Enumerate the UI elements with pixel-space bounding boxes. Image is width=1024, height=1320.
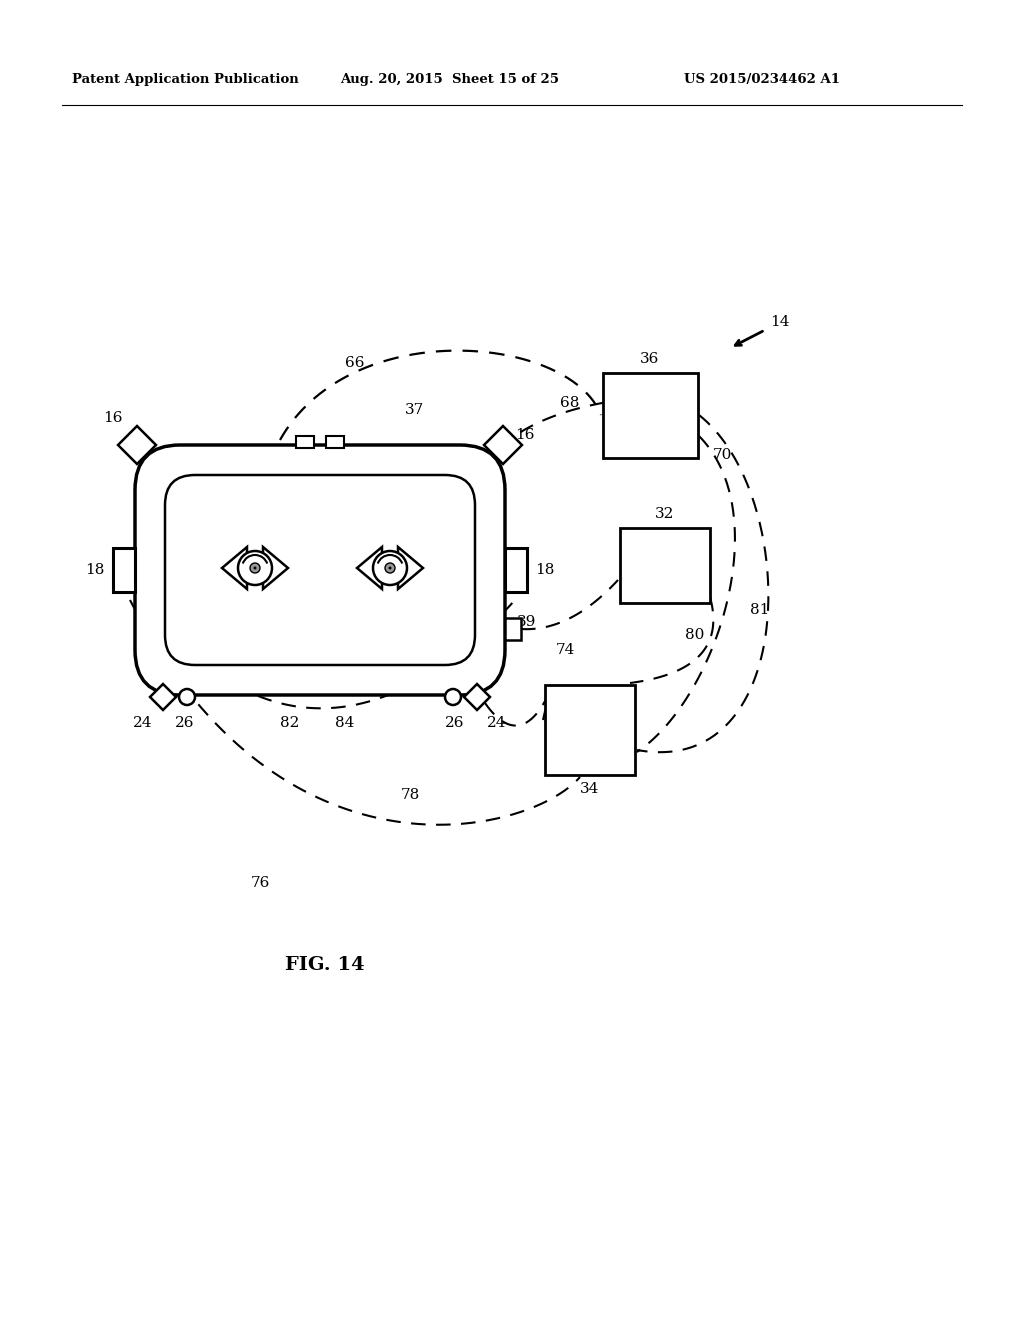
Circle shape bbox=[385, 564, 395, 573]
Circle shape bbox=[445, 689, 461, 705]
Bar bbox=[505, 548, 527, 591]
Bar bbox=[620, 528, 710, 603]
Polygon shape bbox=[398, 546, 423, 589]
Polygon shape bbox=[484, 426, 522, 465]
Circle shape bbox=[373, 550, 407, 585]
Text: 70: 70 bbox=[713, 447, 732, 462]
Text: Patent Application Publication: Patent Application Publication bbox=[72, 74, 298, 87]
Text: Aug. 20, 2015  Sheet 15 of 25: Aug. 20, 2015 Sheet 15 of 25 bbox=[341, 74, 559, 87]
Text: 34: 34 bbox=[581, 781, 600, 796]
Text: 20: 20 bbox=[371, 528, 390, 543]
Text: 24: 24 bbox=[133, 715, 153, 730]
Polygon shape bbox=[150, 684, 176, 710]
Text: 66: 66 bbox=[345, 356, 365, 370]
Text: 84: 84 bbox=[335, 715, 354, 730]
Text: 82: 82 bbox=[281, 715, 300, 730]
Circle shape bbox=[238, 550, 272, 585]
Polygon shape bbox=[222, 546, 247, 589]
Text: 78: 78 bbox=[400, 788, 420, 803]
FancyBboxPatch shape bbox=[165, 475, 475, 665]
Text: 18: 18 bbox=[85, 564, 104, 577]
Polygon shape bbox=[263, 546, 288, 589]
Bar bbox=[326, 436, 344, 447]
Text: 16: 16 bbox=[103, 411, 123, 425]
Text: 14: 14 bbox=[770, 315, 790, 329]
Text: 16: 16 bbox=[515, 428, 535, 442]
Polygon shape bbox=[118, 426, 156, 465]
Circle shape bbox=[254, 566, 256, 569]
Text: FIG. 14: FIG. 14 bbox=[286, 956, 365, 974]
Text: 76: 76 bbox=[250, 876, 269, 890]
Bar bbox=[296, 436, 314, 447]
Text: 18: 18 bbox=[536, 564, 555, 577]
Circle shape bbox=[388, 566, 391, 569]
Text: 20: 20 bbox=[251, 528, 270, 543]
Text: 36: 36 bbox=[640, 352, 659, 366]
Text: 39: 39 bbox=[517, 615, 537, 630]
Polygon shape bbox=[464, 684, 490, 710]
Bar bbox=[113, 548, 135, 591]
Text: 68: 68 bbox=[560, 396, 580, 411]
Text: 38: 38 bbox=[411, 528, 430, 543]
Text: 24: 24 bbox=[487, 715, 507, 730]
Text: 80: 80 bbox=[685, 628, 705, 642]
Text: 37: 37 bbox=[406, 403, 425, 417]
Text: US 2015/0234462 A1: US 2015/0234462 A1 bbox=[684, 74, 840, 87]
Text: 26: 26 bbox=[175, 715, 195, 730]
Bar bbox=[505, 618, 521, 640]
Text: 38: 38 bbox=[211, 528, 230, 543]
Text: 74: 74 bbox=[555, 643, 574, 657]
Text: 32: 32 bbox=[655, 507, 675, 521]
Circle shape bbox=[179, 689, 195, 705]
Text: 26: 26 bbox=[445, 715, 465, 730]
FancyBboxPatch shape bbox=[135, 445, 505, 696]
Bar bbox=[603, 374, 698, 458]
Bar bbox=[545, 685, 635, 775]
Circle shape bbox=[250, 564, 260, 573]
Text: 81: 81 bbox=[751, 603, 770, 616]
Polygon shape bbox=[357, 546, 382, 589]
